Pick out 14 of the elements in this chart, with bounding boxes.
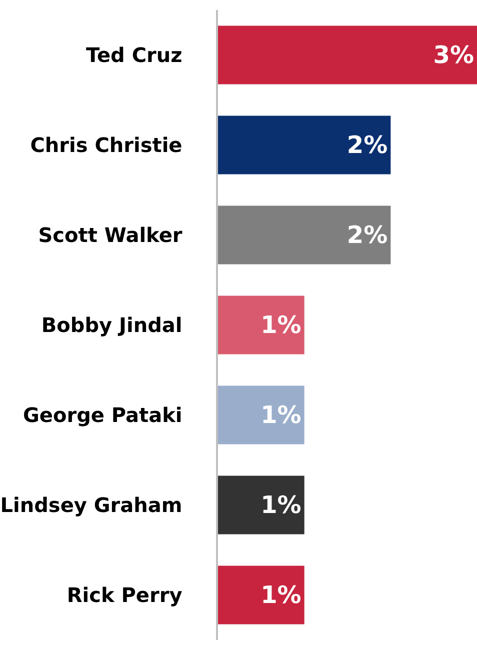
y-tick-label: Rick Perry <box>66 583 182 607</box>
data-label: 1% <box>260 311 302 339</box>
data-label: 1% <box>260 491 302 519</box>
data-label: 2% <box>346 221 388 249</box>
y-tick-label: George Pataki <box>22 403 182 427</box>
y-tick-label: Scott Walker <box>38 223 182 247</box>
data-label: 1% <box>260 581 302 609</box>
y-tick-label: Bobby Jindal <box>41 313 182 337</box>
y-tick-label: Ted Cruz <box>86 43 182 67</box>
y-tick-label: Lindsey Graham <box>0 493 182 517</box>
data-label: 1% <box>260 401 302 429</box>
data-label: 3% <box>433 41 474 69</box>
data-label: 2% <box>346 131 388 159</box>
y-tick-label: Chris Christie <box>30 133 182 157</box>
